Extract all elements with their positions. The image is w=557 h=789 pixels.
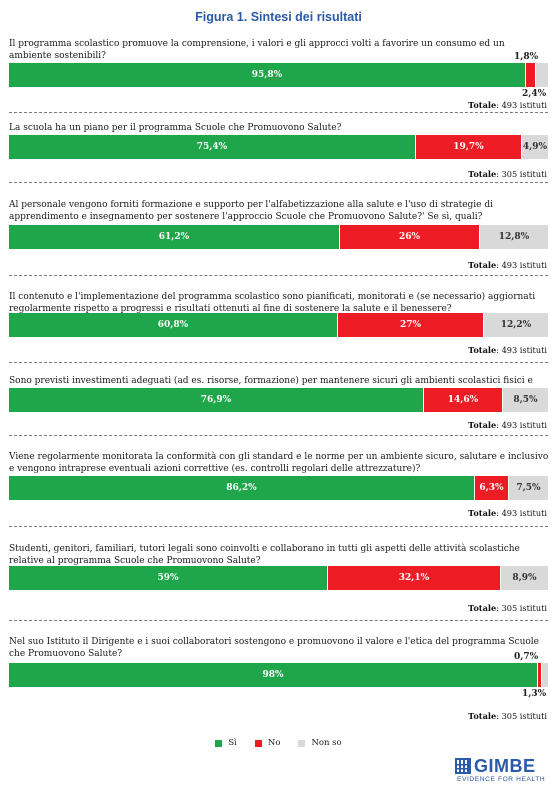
total-value: : 305 istituti [496,169,547,179]
segment-non-so [541,663,548,687]
total-value: : 493 istituti [496,260,547,270]
separator [9,526,548,527]
total-count: Totale: 493 istituti [468,420,547,430]
stacked-bar: 61,2% 26% 12,8% [9,225,548,249]
total-label: Totale [468,420,497,430]
separator [9,275,548,276]
total-label: Totale [468,711,497,721]
stacked-bar: 86,2% 6,3% 7,5% [9,476,548,500]
segment-non-so: 8,9% [500,566,548,590]
legend-swatch [298,739,306,747]
segment-no: 14,6% [423,388,502,412]
legend: Sì No Non so [0,738,557,748]
logo-tagline: EVIDENCE FOR HEALTH [457,776,546,783]
legend-swatch [254,739,262,747]
segment-non-so: 12,2% [483,313,548,337]
total-label: Totale [468,603,497,613]
stacked-bar: 75,4% 19,7% 4,9% [9,135,548,159]
total-label: Totale [468,100,497,110]
stacked-bar: 76,9% 14,6% 8,5% [9,388,548,412]
stacked-bar: 60,8% 27% 12,2% [9,313,548,337]
segment-si: 75,4% [9,135,415,159]
segment-si: 60,8% [9,313,337,337]
segment-no: 19,7% [415,135,521,159]
data-label-non-so: 2,4% [522,89,547,99]
gimbe-logo: GIMBE EVIDENCE FOR HEALTH [455,756,547,786]
stacked-bar: 95,8% [9,63,548,87]
segment-no [537,663,541,687]
data-label-no: 0,7% [514,652,539,662]
segment-no [525,63,535,87]
total-value: : 305 istituti [496,603,547,613]
total-value: : 493 istituti [496,508,547,518]
segment-non-so: 12,8% [479,225,548,249]
separator [9,435,548,436]
legend-label: Non so [311,738,342,748]
total-label: Totale [468,508,497,518]
figure-title: Figura 1. Sintesi dei risultati [195,10,362,24]
separator [9,112,548,113]
question-text: Viene regolarmente monitorata la conform… [9,452,549,474]
total-count: Totale: 305 istituti [468,711,547,721]
segment-non-so: 4,9% [521,135,548,159]
segment-si: 59% [9,566,327,590]
separator [9,362,548,363]
total-label: Totale [468,260,497,270]
stacked-bar: 98% [9,663,548,687]
segment-non-so [535,63,548,87]
total-label: Totale [468,169,497,179]
question-text: La scuola ha un piano per il programma S… [9,123,342,133]
question-text: Al personale vengono forniti formazione … [9,200,494,222]
stacked-bar: 59% 32,1% 8,9% [9,566,548,590]
total-label: Totale [468,345,497,355]
total-count: Totale: 305 istituti [468,169,547,179]
total-value: : 493 istituti [496,420,547,430]
legend-swatch [215,739,223,747]
total-value: : 493 istituti [496,345,547,355]
legend-label: No [267,738,281,748]
total-count: Totale: 493 istituti [468,508,547,518]
legend-item: Non so [298,738,342,748]
legend-item: Sì [215,738,237,748]
segment-si: 76,9% [9,388,423,412]
total-count: Totale: 493 istituti [468,260,547,270]
legend-item: No [254,738,281,748]
segment-no: 32,1% [327,566,500,590]
segment-si: 98% [9,663,537,687]
segment-no: 6,3% [474,476,508,500]
logo-name: GIMBE [474,756,536,776]
gimbe-logo-icon [455,758,471,774]
data-label-non-so: 1,3% [522,689,547,699]
separator [9,182,548,183]
segment-si: 61,2% [9,225,339,249]
total-count: Totale: 493 istituti [468,100,547,110]
total-value: : 305 istituti [496,711,547,721]
segment-si: 95,8% [9,63,525,87]
segment-si: 86,2% [9,476,474,500]
segment-non-so: 8,5% [502,388,548,412]
question-text: Studenti, genitori, familiari, tutori le… [9,544,520,566]
legend-label: Sì [228,738,237,748]
segment-no: 26% [339,225,479,249]
total-value: : 493 istituti [496,100,547,110]
segment-no: 27% [337,313,483,337]
segment-non-so: 7,5% [508,476,548,500]
question-text: Nel suo Istituto il Dirigente e i suoi c… [9,637,539,659]
question-text: Il programma scolastico promuove la comp… [9,39,505,61]
total-count: Totale: 493 istituti [468,345,547,355]
total-count: Totale: 305 istituti [468,603,547,613]
separator [9,620,548,621]
data-label-no: 1,8% [514,52,539,62]
question-text: Il contenuto e l'implementazione del pro… [9,292,536,314]
